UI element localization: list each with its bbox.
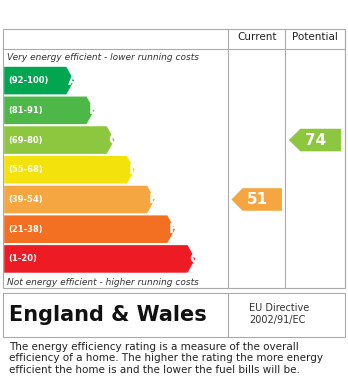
Polygon shape: [231, 188, 282, 211]
Text: D: D: [129, 163, 140, 177]
Text: G: G: [189, 252, 201, 266]
Text: (81-91): (81-91): [9, 106, 43, 115]
Polygon shape: [4, 156, 135, 183]
Text: Current: Current: [237, 32, 276, 42]
Text: (69-80): (69-80): [9, 136, 43, 145]
Text: F: F: [169, 222, 179, 236]
Text: 51: 51: [247, 192, 268, 207]
Polygon shape: [4, 245, 195, 273]
Text: Energy Efficiency Rating: Energy Efficiency Rating: [9, 5, 219, 20]
Text: England & Wales: England & Wales: [9, 305, 206, 325]
Polygon shape: [4, 126, 114, 154]
Text: EU Directive
2002/91/EC: EU Directive 2002/91/EC: [249, 303, 309, 325]
Polygon shape: [4, 97, 94, 124]
Text: (39-54): (39-54): [9, 195, 43, 204]
Text: B: B: [88, 103, 99, 117]
Text: Very energy efficient - lower running costs: Very energy efficient - lower running co…: [7, 53, 199, 62]
Text: (21-38): (21-38): [9, 225, 43, 234]
Text: 74: 74: [306, 133, 327, 147]
Polygon shape: [4, 67, 74, 94]
Text: (55-68): (55-68): [9, 165, 44, 174]
Polygon shape: [4, 186, 155, 213]
Text: (92-100): (92-100): [9, 76, 49, 85]
Text: The energy efficiency rating is a measure of the overall efficiency of a home. T: The energy efficiency rating is a measur…: [9, 342, 323, 375]
Text: (1-20): (1-20): [9, 255, 38, 264]
Polygon shape: [4, 215, 175, 243]
Polygon shape: [289, 129, 341, 151]
Text: Potential: Potential: [292, 32, 338, 42]
Text: Not energy efficient - higher running costs: Not energy efficient - higher running co…: [7, 278, 199, 287]
Text: E: E: [149, 192, 158, 206]
Text: A: A: [68, 74, 79, 88]
Text: C: C: [109, 133, 119, 147]
